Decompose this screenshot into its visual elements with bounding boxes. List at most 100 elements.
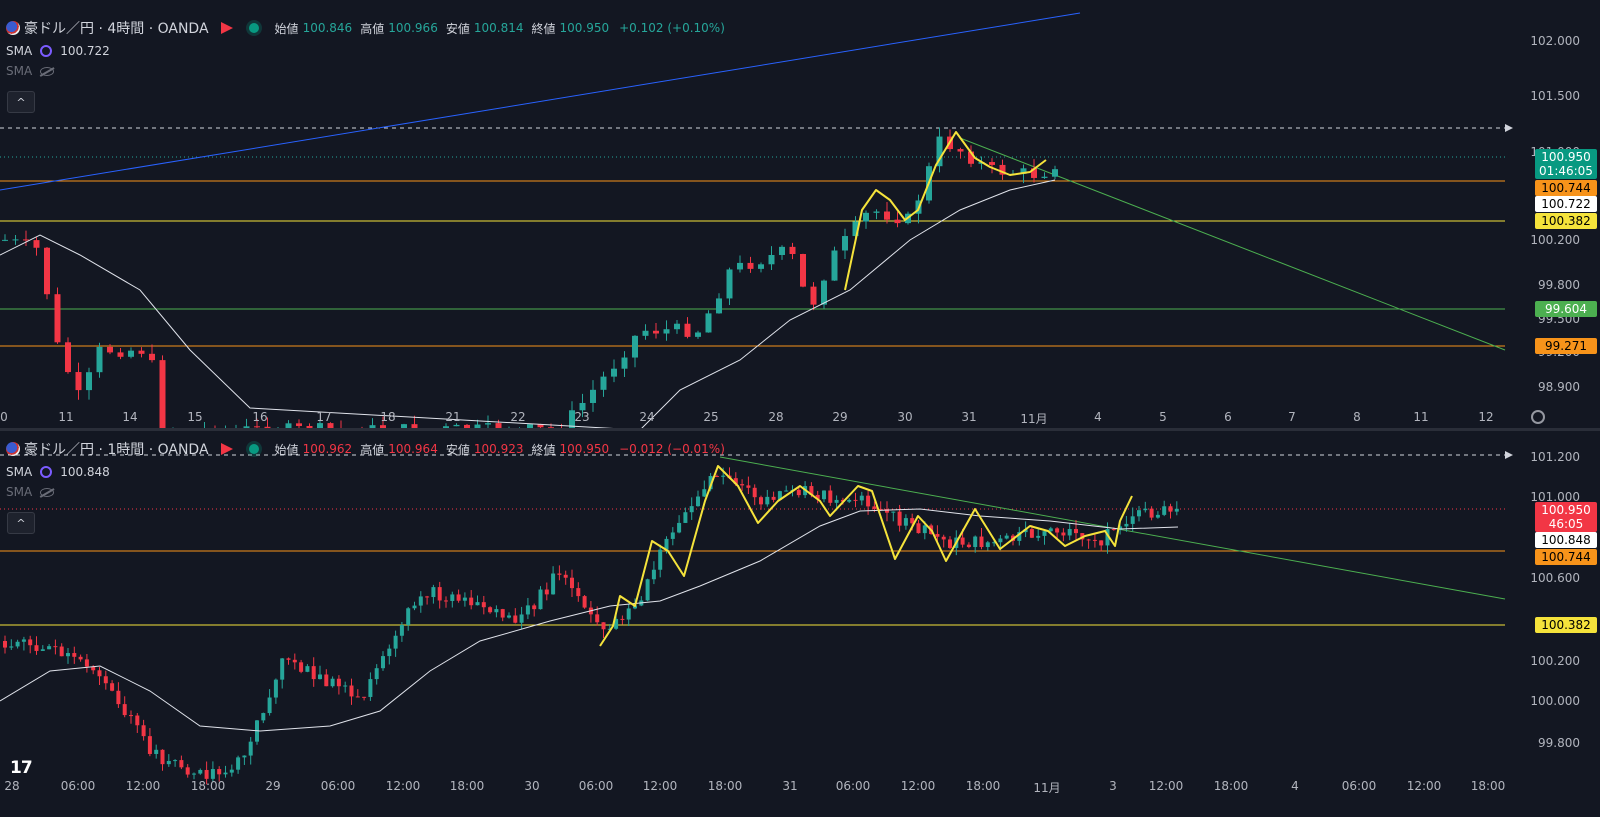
price-axis-label: 100.000 (1530, 694, 1580, 708)
time-axis-label: 11月 (1033, 781, 1061, 795)
candle-body (141, 725, 146, 737)
flag-marker-icon[interactable] (220, 443, 233, 455)
candle-body (485, 423, 491, 425)
candle-body (229, 769, 234, 773)
candle-body (166, 760, 171, 765)
top-symbol-title[interactable]: 豪ドル／円 · 4時間 · OANDA (24, 21, 209, 37)
settings-gear-icon[interactable] (1531, 410, 1545, 424)
candle-body (488, 607, 493, 613)
candle-body (406, 608, 411, 625)
price-axis-label: 99.800 (1538, 736, 1580, 750)
sma2-name[interactable]: SMA (6, 485, 33, 499)
price-axis-label: 101.000 (1530, 490, 1580, 504)
candle-body (97, 670, 102, 677)
orange-line-tag: 100.744 (1535, 549, 1597, 565)
candle-body (684, 323, 691, 337)
time-axis-label: 12:00 (125, 779, 161, 793)
candle-body (1041, 176, 1048, 178)
top-chart-pane[interactable]: 豪ドル／円 · 4時間 · OANDA 始値 100.846 高値 100.966 … (0, 10, 1600, 428)
candle-body (590, 389, 596, 403)
price-axis-label: 99.800 (1538, 278, 1580, 292)
candle-body (894, 219, 901, 224)
candle-body (822, 490, 826, 500)
drawn-zigzag-line (844, 131, 1047, 291)
tradingview-logo[interactable]: 17 (10, 758, 33, 778)
candle-body (746, 485, 751, 488)
orange2-line-tag: 99.271 (1535, 338, 1597, 354)
time-axis-label: 8 (1353, 410, 1361, 424)
candle-body (254, 426, 260, 428)
flag-marker-icon[interactable] (220, 22, 233, 34)
top-legend: 豪ドル／円 · 4時間 · OANDA 始値 100.846 高値 100.966 … (6, 18, 725, 78)
candle-body (12, 239, 19, 241)
top-chart-canvas[interactable] (0, 10, 1600, 428)
candle-body (852, 221, 859, 237)
candle-body (922, 525, 927, 534)
time-axis-label: 29 (832, 410, 848, 424)
time-axis-label: 18:00 (1213, 779, 1249, 793)
candle-body (872, 506, 877, 509)
candle-body (462, 597, 467, 601)
candle-body (740, 484, 745, 486)
open-label: 始値 (274, 21, 299, 36)
candle-body (23, 239, 29, 241)
pane-divider[interactable] (0, 428, 1600, 431)
candle-body (777, 491, 782, 500)
sma2-name[interactable]: SMA (6, 64, 33, 78)
candle-body (513, 615, 518, 623)
candle-body (324, 674, 329, 687)
candle-body (935, 534, 940, 537)
close-value: 100.950 (559, 442, 610, 456)
trend-line (0, 12, 1081, 191)
candle-body (425, 596, 430, 598)
candle-body (299, 662, 304, 672)
market-status-icon (248, 23, 259, 33)
top-legend-collapse-button[interactable]: ^ (7, 91, 35, 113)
candle-body (658, 549, 663, 570)
candle-body (903, 518, 908, 526)
candle-body (443, 426, 449, 428)
candle-body (15, 641, 20, 647)
time-axis-label: 18:00 (1470, 779, 1506, 793)
candle-body (261, 713, 266, 721)
candle-body (834, 499, 839, 503)
candle-body (847, 499, 852, 502)
candle-body (305, 666, 310, 672)
time-axis-label: 06:00 (835, 779, 871, 793)
candle-body (362, 696, 367, 698)
time-axis-label: 4 (1291, 779, 1299, 793)
candle-body (464, 424, 470, 428)
time-axis-label: 12:00 (900, 779, 936, 793)
candle-body (1168, 506, 1173, 512)
candle-body (311, 666, 316, 680)
candle-body (863, 212, 869, 222)
orange-line-tag: 100.744 (1535, 180, 1597, 196)
candle-body (645, 579, 650, 601)
candle-body (210, 769, 215, 779)
time-axis-label: 18:00 (190, 779, 226, 793)
candle-body (891, 511, 896, 513)
candle-body (149, 353, 155, 361)
price-axis-label: 101.200 (1530, 450, 1580, 464)
bottom-chart-canvas[interactable] (0, 431, 1600, 817)
sma1-name[interactable]: SMA (6, 44, 33, 58)
candle-body (859, 495, 864, 501)
candle-body (292, 659, 297, 663)
hidden-eye-icon[interactable] (40, 487, 55, 497)
range-arrow-icon (1505, 124, 1513, 132)
candle-body (1105, 529, 1110, 546)
candle-body (160, 749, 165, 765)
bottom-chart-pane[interactable]: 豪ドル／円 · 1時間 · OANDA 始値 100.962 高値 100.964 … (0, 431, 1600, 817)
sma1-name[interactable]: SMA (6, 465, 33, 479)
green-line-tag: 99.604 (1535, 301, 1597, 317)
sma-tag: 100.848 (1535, 532, 1597, 548)
bottom-legend-collapse-button[interactable]: ^ (7, 512, 35, 534)
candle-body (721, 475, 726, 477)
candle-body (960, 537, 965, 545)
candle-body (65, 342, 71, 373)
bottom-symbol-title[interactable]: 豪ドル／円 · 1時間 · OANDA (24, 442, 209, 458)
hidden-eye-icon[interactable] (40, 66, 55, 76)
candle-body (437, 587, 442, 601)
close-value: 100.950 (559, 21, 610, 35)
candle-body (1143, 508, 1148, 511)
